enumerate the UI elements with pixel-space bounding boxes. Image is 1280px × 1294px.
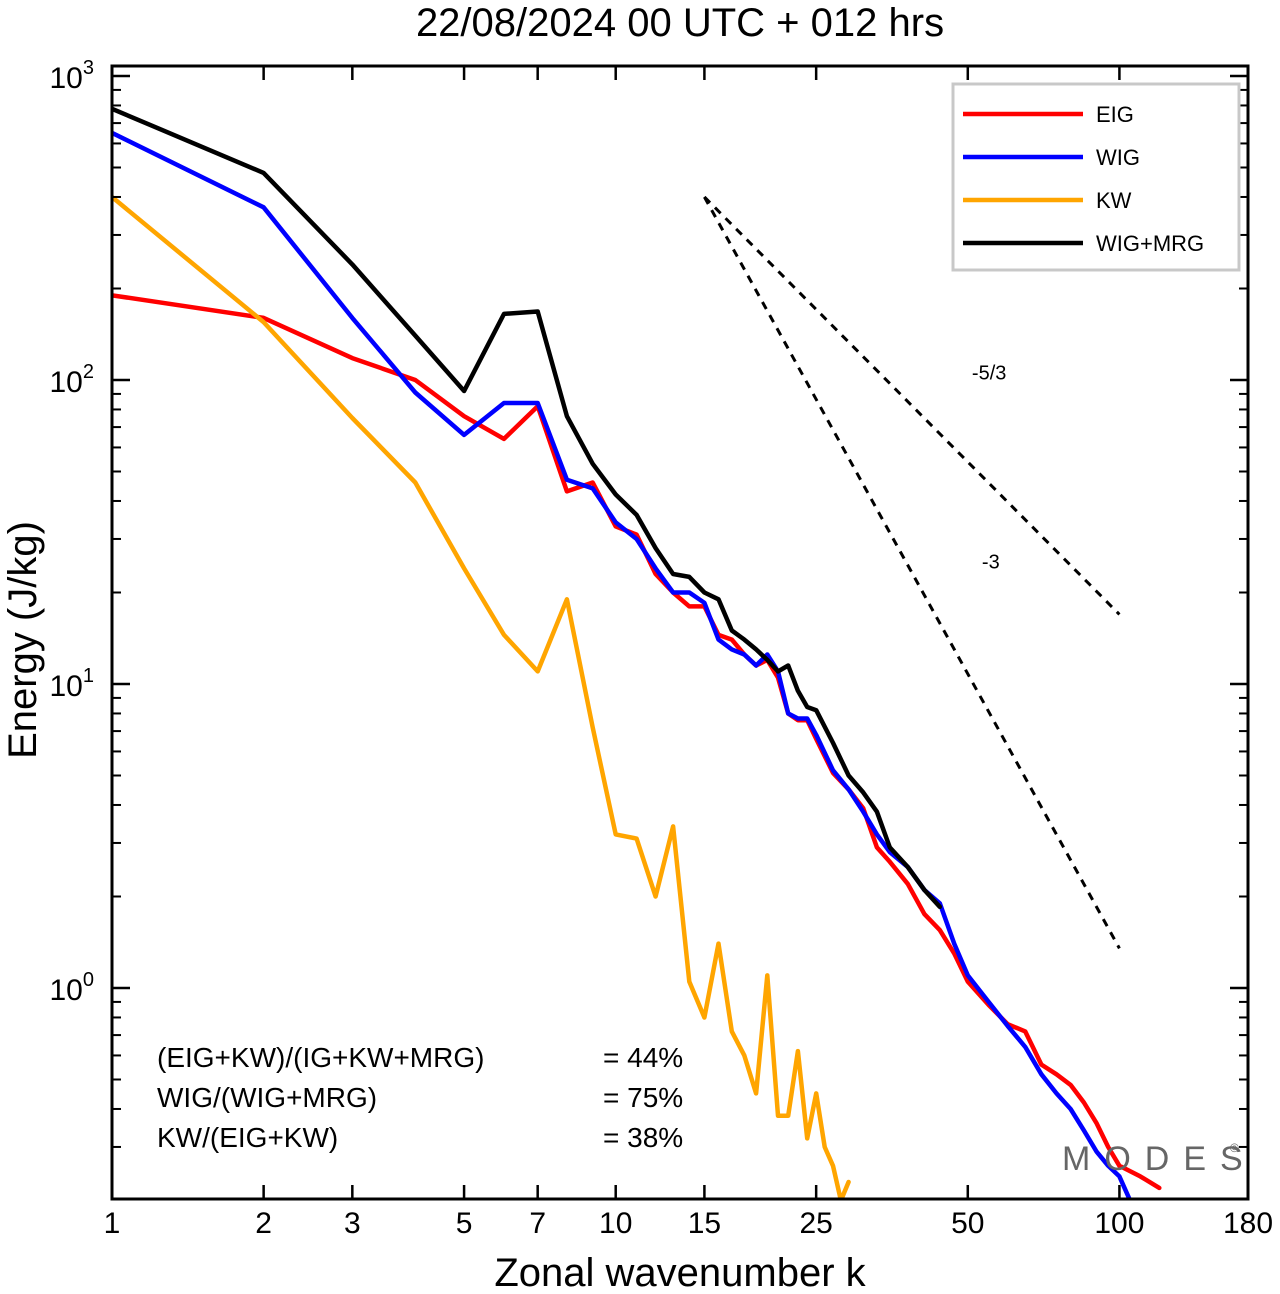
ratio-label-2: WIG/(WIG+MRG) <box>157 1082 377 1113</box>
legend-label-wig: WIG <box>1096 145 1140 170</box>
brand-logo-text: MODES <box>1062 1140 1257 1178</box>
brand-copyright-mark: © <box>1230 1141 1239 1155</box>
chart-title: 22/08/2024 00 UTC + 012 hrs <box>416 1 944 45</box>
y-axis-label: Energy (J/kg) <box>1 521 45 759</box>
plot-area: -5/3 -3 <box>112 106 1162 1199</box>
ratio-value-2: = 75% <box>603 1082 683 1113</box>
legend-label-kw: KW <box>1096 188 1132 213</box>
y-tick-label-1: 101 <box>50 665 95 703</box>
x-axis-label: Zonal wavenumber k <box>494 1251 866 1294</box>
x-tick-label-50: 50 <box>951 1207 984 1240</box>
ratio-value-1: = 44% <box>603 1042 683 1073</box>
x-tick-label-5: 5 <box>456 1207 473 1240</box>
x-tick-label-15: 15 <box>688 1207 721 1240</box>
x-tick-label-100: 100 <box>1094 1207 1144 1240</box>
y-tick-label-0: 100 <box>50 969 95 1007</box>
x-tick-label-2: 2 <box>255 1207 272 1240</box>
legend-label-eig: EIG <box>1096 102 1134 127</box>
ratio-annotations: (EIG+KW)/(IG+KW+MRG) = 44% WIG/(WIG+MRG) = … <box>157 1042 683 1153</box>
ratio-value-3: = 38% <box>603 1122 683 1153</box>
axes: 1 2 3 5 7 10 15 25 50 100 180 103 102 101 100 <box>50 57 1274 1240</box>
x-tick-label-180: 180 <box>1223 1207 1273 1240</box>
series-line-kw <box>112 194 851 1199</box>
legend: EIG WIG KW WIG+MRG <box>951 82 1241 272</box>
legend-label-wig-mrg: WIG+MRG <box>1096 231 1204 256</box>
y-tick-label-2: 102 <box>50 361 95 399</box>
series-group <box>112 106 1162 1199</box>
y-tick-label-3: 103 <box>50 57 95 95</box>
x-tick-label-7: 7 <box>529 1207 546 1240</box>
series-line-wig <box>112 130 1132 1199</box>
x-tick-label-10: 10 <box>599 1207 632 1240</box>
plot-frame <box>110 64 1250 1201</box>
x-tick-label-1: 1 <box>104 1207 121 1240</box>
series-line-wig-mrg <box>112 106 943 910</box>
ratio-label-3: KW/(EIG+KW) <box>157 1122 338 1153</box>
reference-line-label-1: -5/3 <box>972 363 1006 385</box>
reference-line-label-2: -3 <box>982 552 1000 574</box>
ratio-label-1: (EIG+KW)/(IG+KW+MRG) <box>157 1042 484 1073</box>
x-tick-label-3: 3 <box>344 1207 361 1240</box>
x-tick-label-25: 25 <box>799 1207 832 1240</box>
